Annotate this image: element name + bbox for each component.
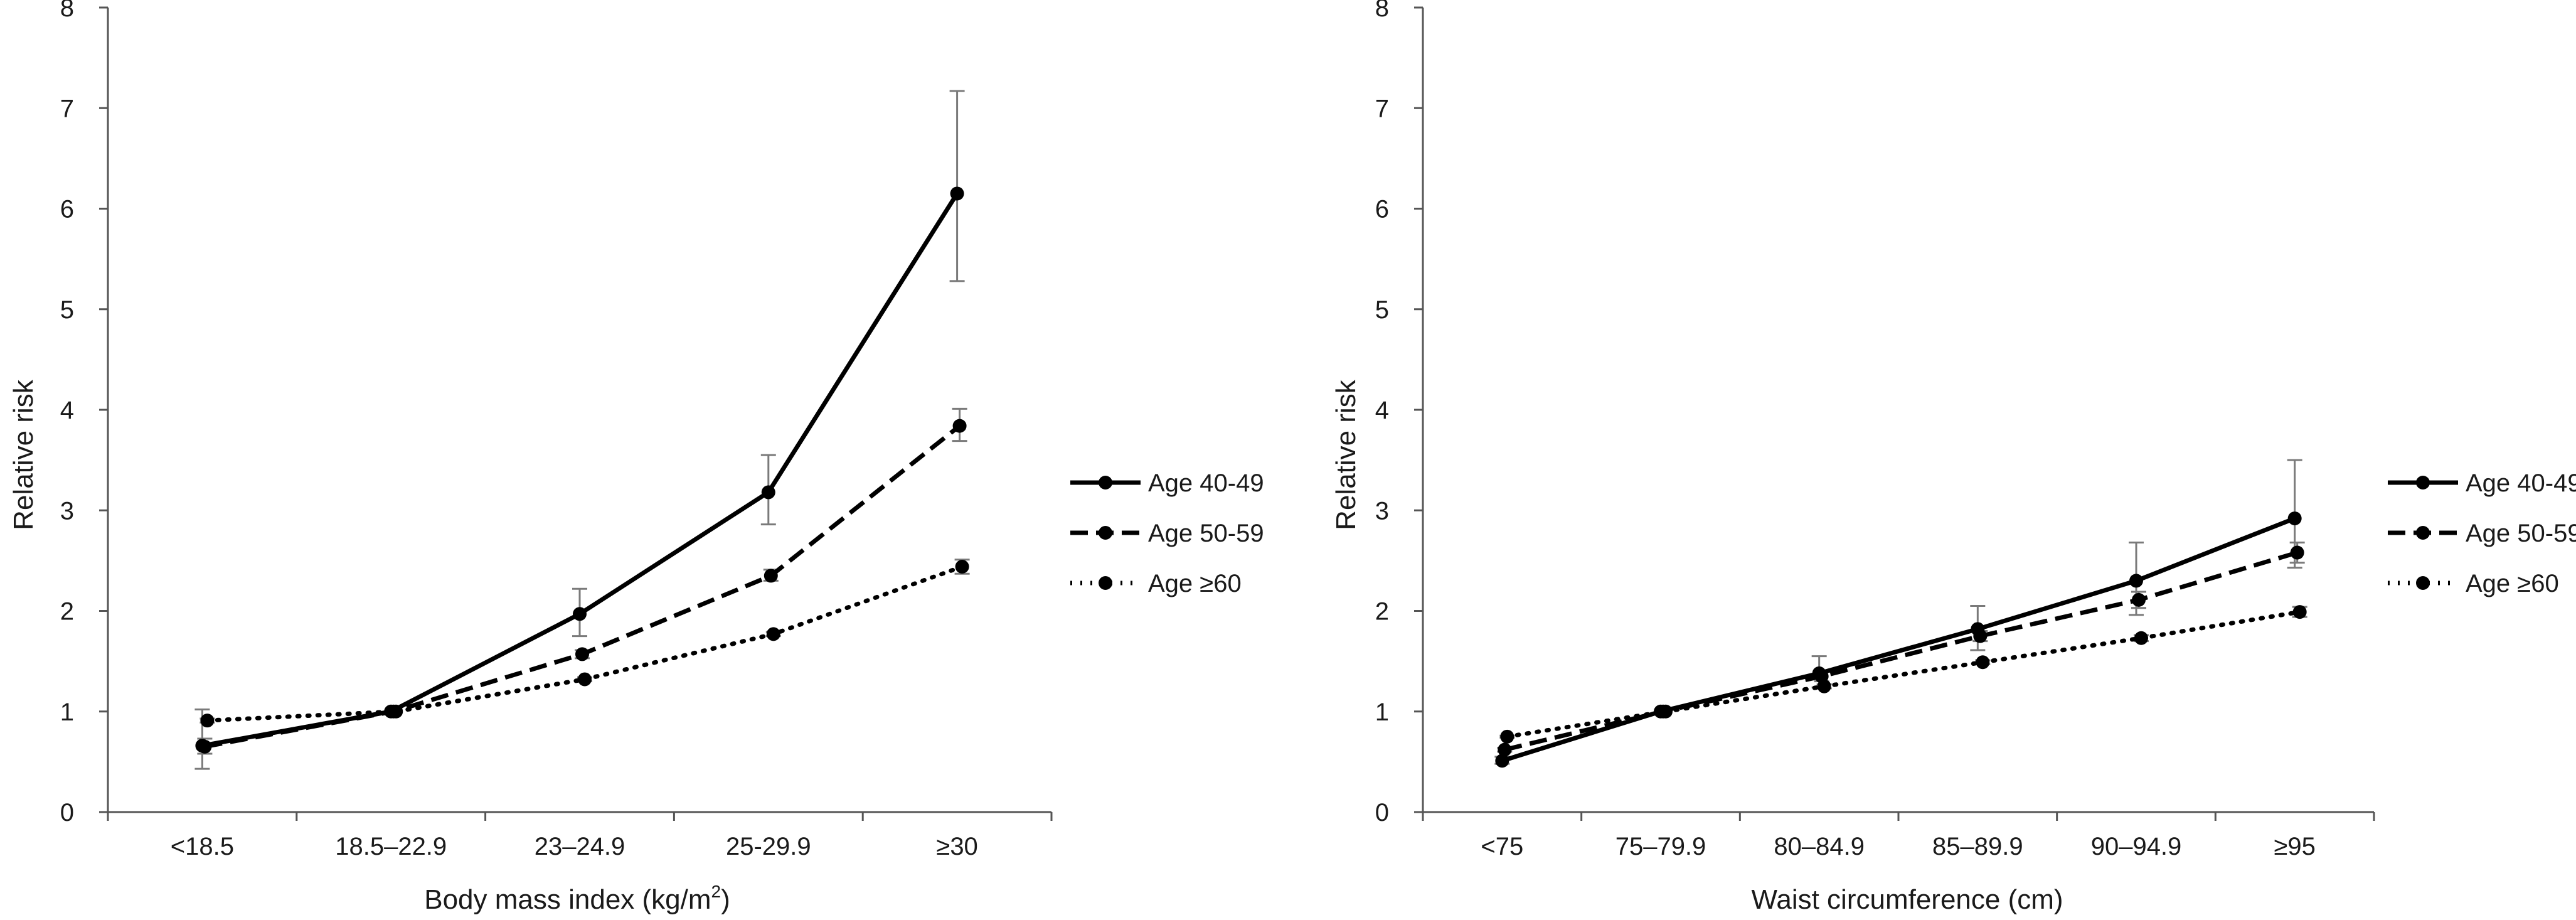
legend-label: Age 50-59 — [1148, 520, 1264, 547]
data-point — [575, 647, 589, 661]
y-tick-label: 1 — [60, 698, 74, 726]
legend-marker — [2416, 476, 2430, 489]
y-tick-label: 5 — [60, 296, 74, 324]
legend-label: Age 40-49 — [2466, 469, 2576, 497]
data-point — [1495, 754, 1509, 768]
y-tick-label: 3 — [1375, 497, 1389, 525]
data-point — [389, 704, 403, 719]
data-point — [198, 739, 212, 754]
x-tick-label: ≥30 — [936, 833, 977, 860]
legend-marker — [2416, 526, 2430, 540]
data-point — [578, 672, 592, 687]
data-point — [2290, 545, 2304, 560]
legend-label: Age 50-59 — [2466, 520, 2576, 547]
y-tick-label: 8 — [1375, 0, 1389, 22]
x-tick-label: <75 — [1481, 833, 1523, 860]
data-point — [1973, 629, 1988, 643]
series-line-solid — [1501, 516, 2296, 763]
y-axis-title: Relative risk — [1331, 379, 1361, 530]
y-tick-label: 6 — [1375, 196, 1389, 223]
data-point — [1498, 742, 1512, 757]
data-point — [2134, 631, 2148, 645]
legend-marker — [1099, 526, 1112, 540]
legend-label: Age 40-49 — [1148, 469, 1264, 497]
y-tick-label: 7 — [1375, 95, 1389, 122]
bmi-chart: Relative risk Body mass index (kg/m2) 01… — [8, 0, 1264, 915]
data-point — [952, 419, 967, 433]
data-point — [2132, 592, 2146, 607]
x-tick-label: 18.5–22.9 — [335, 833, 447, 860]
data-point — [1659, 704, 1673, 719]
data-point — [573, 607, 587, 621]
waist-chart: Relative risk Waist circumference (cm) 0… — [1331, 0, 2576, 915]
x-axis-title: Waist circumference (cm) — [1751, 884, 2063, 915]
data-point — [1500, 729, 1514, 744]
x-axis-title-main: Body mass index (kg/m — [424, 884, 711, 915]
x-tick-label: 23–24.9 — [535, 833, 625, 860]
x-tick-label: ≥95 — [2274, 833, 2315, 860]
x-axis-title-end: ) — [721, 884, 730, 915]
legend-label: Age ≥60 — [2466, 570, 2559, 597]
series-line-solid — [201, 192, 959, 748]
data-point — [2129, 574, 2143, 588]
data-point — [200, 714, 215, 728]
y-tick-label: 6 — [60, 196, 74, 223]
x-tick-label: 80–84.9 — [1774, 833, 1865, 860]
x-tick-label: 25-29.9 — [726, 833, 811, 860]
x-tick-label: <18.5 — [171, 833, 234, 860]
y-tick-label: 3 — [60, 497, 74, 525]
x-tick-label: 90–94.9 — [2091, 833, 2182, 860]
legend-marker — [1099, 476, 1112, 489]
data-point — [950, 186, 964, 201]
y-tick-label: 4 — [60, 397, 74, 424]
y-tick-label: 5 — [1375, 296, 1389, 324]
legend-label: Age ≥60 — [1148, 570, 1242, 597]
series-line-dashed — [204, 424, 961, 749]
data-point — [2287, 511, 2302, 526]
data-point — [2292, 605, 2307, 619]
y-tick-label: 7 — [60, 95, 74, 122]
x-axis-title-sup: 2 — [711, 882, 721, 901]
data-point — [766, 627, 780, 641]
x-axis-title: Body mass index (kg/m2) — [424, 882, 730, 915]
legend-marker — [1099, 576, 1112, 590]
x-tick-label: 75–79.9 — [1615, 833, 1706, 860]
series-line-dotted — [205, 564, 965, 723]
data-point — [1976, 655, 1990, 670]
x-tick-label: 85–89.9 — [1932, 833, 2023, 860]
data-point — [955, 559, 969, 574]
y-tick-label: 0 — [60, 799, 74, 826]
y-axis-title: Relative risk — [8, 379, 39, 530]
y-tick-label: 2 — [60, 598, 74, 626]
y-tick-label: 2 — [1375, 598, 1389, 626]
legend-marker — [2416, 576, 2430, 590]
data-point — [1817, 679, 1831, 693]
data-point — [761, 485, 775, 500]
y-tick-label: 8 — [60, 0, 74, 22]
data-point — [764, 569, 778, 583]
y-tick-label: 1 — [1375, 698, 1389, 726]
y-tick-label: 0 — [1375, 799, 1389, 826]
y-tick-label: 4 — [1375, 397, 1389, 424]
series-line-dotted — [1504, 609, 2302, 739]
